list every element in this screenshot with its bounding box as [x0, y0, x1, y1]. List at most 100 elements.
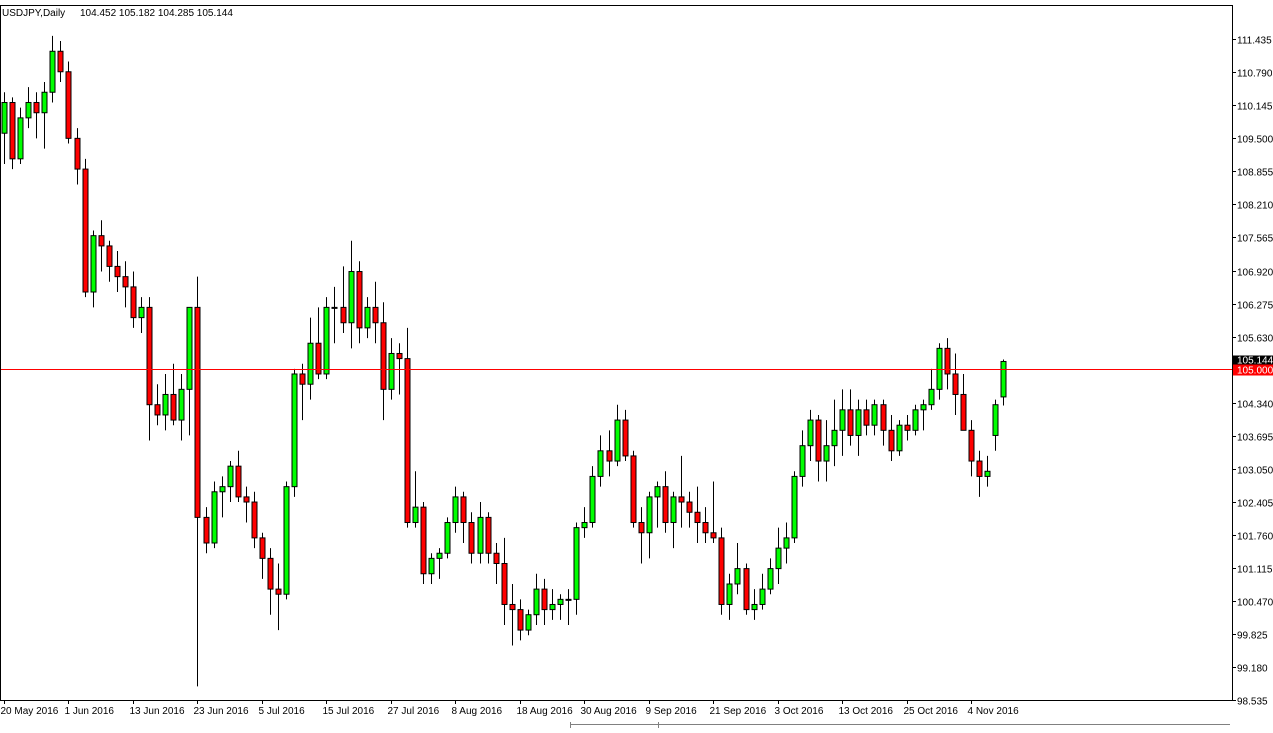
candle-body-bear [235, 465, 242, 498]
candle [227, 461, 234, 503]
candle [331, 286, 338, 344]
candle [1000, 359, 1007, 406]
candle [356, 261, 363, 344]
candle [622, 409, 629, 462]
candle-body-bull [388, 352, 395, 390]
candle [33, 92, 40, 139]
candle [348, 240, 355, 349]
x-tick-label: 5 Jul 2016 [259, 706, 306, 717]
candle [904, 414, 911, 441]
candle-body-bull [291, 373, 298, 488]
candle-body-bear [888, 429, 895, 452]
candle-body-bear [468, 522, 475, 554]
y-tick-label: 104.340 [1237, 400, 1273, 411]
candle [815, 414, 822, 482]
x-tick-label: 20 May 2016 [1, 706, 59, 717]
candle [654, 481, 661, 528]
candle [493, 543, 500, 584]
x-tick-label: 18 Aug 2016 [517, 706, 574, 717]
candle [364, 297, 371, 339]
candle [194, 276, 201, 687]
candle-body-bear [275, 588, 282, 595]
candle [82, 158, 89, 298]
candle-body-bear [638, 522, 645, 534]
candle [420, 502, 427, 584]
x-tick-label: 21 Sep 2016 [710, 706, 767, 717]
candle [638, 507, 645, 564]
candle-body-bear [340, 306, 347, 324]
candle-body-bull [428, 557, 435, 575]
candle [847, 389, 854, 446]
candle-body-bull [992, 404, 999, 436]
candle-body-bear [743, 568, 750, 611]
candle [283, 481, 290, 600]
candle-body-bear [968, 429, 975, 462]
y-tick-label: 105.630 [1237, 334, 1273, 345]
candle-body-bear [315, 342, 322, 375]
candle-body-bull [896, 424, 903, 452]
y-tick-label: 111.435 [1237, 36, 1272, 47]
candle [307, 317, 314, 400]
candle [90, 230, 97, 308]
candle [670, 491, 677, 549]
candle [509, 583, 516, 646]
candle [267, 548, 274, 615]
candle-body-bull [726, 583, 733, 605]
candle-body-bear [122, 276, 129, 288]
candle [960, 373, 967, 431]
candle-body-bull [412, 506, 419, 524]
candle-body-bull [41, 91, 48, 114]
candle [251, 491, 258, 549]
x-tick-label: 13 Jun 2016 [130, 706, 185, 717]
candle [186, 306, 193, 436]
candle [428, 553, 435, 584]
candle-body-bull [920, 404, 927, 411]
candle-body-bear [243, 496, 250, 503]
candle [686, 491, 693, 528]
candle [751, 589, 758, 620]
candle-body-bear [952, 373, 959, 395]
candle [114, 251, 121, 293]
candle [920, 399, 927, 431]
x-tick-label: 30 Aug 2016 [581, 706, 638, 717]
candle [130, 271, 137, 328]
candle [678, 455, 685, 528]
candle-body-bull [557, 598, 564, 605]
candle [9, 97, 16, 170]
candle-body-bull [670, 496, 677, 524]
candle [380, 302, 387, 421]
candle [517, 599, 524, 641]
candle [178, 373, 185, 441]
candle [122, 261, 129, 308]
candle-body-bull [928, 388, 935, 406]
ohlc-readout: 104.452 105.182 104.285 105.144 [80, 8, 233, 19]
candle [928, 368, 935, 410]
candle-body-bear [710, 532, 717, 539]
candle-body-bull [533, 588, 540, 616]
y-tick-label: 102.405 [1237, 499, 1273, 510]
candle [468, 512, 475, 564]
x-tick-label: 25 Oct 2016 [904, 706, 959, 717]
y-tick-label: 103.695 [1237, 433, 1273, 444]
candle-body-bull [186, 306, 193, 390]
candle-body-bear [170, 393, 177, 421]
candle [549, 589, 556, 620]
price-axis: 111.435 110.790 110.145 109.500 108.855 108.2… [1232, 36, 1273, 708]
x-tick-label: 4 Nov 2016 [968, 706, 1020, 717]
y-tick-label: 106.920 [1237, 268, 1273, 279]
y-tick-label: 101.760 [1237, 532, 1273, 543]
candle [702, 507, 709, 544]
candle-body-bear [694, 511, 701, 524]
candle-body-bull [549, 603, 556, 611]
x-tick-label: 27 Jul 2016 [388, 706, 440, 717]
candle-body-bull [436, 552, 443, 559]
candle-body-bull [178, 388, 185, 421]
candle-body-bull [807, 419, 814, 447]
candle-body-bear [485, 516, 492, 554]
candle [41, 82, 48, 149]
candle-body-bear [251, 501, 258, 539]
candle-body-bear [718, 537, 725, 605]
candle [775, 527, 782, 584]
candle [65, 61, 72, 144]
candle-body-bear [606, 450, 613, 462]
